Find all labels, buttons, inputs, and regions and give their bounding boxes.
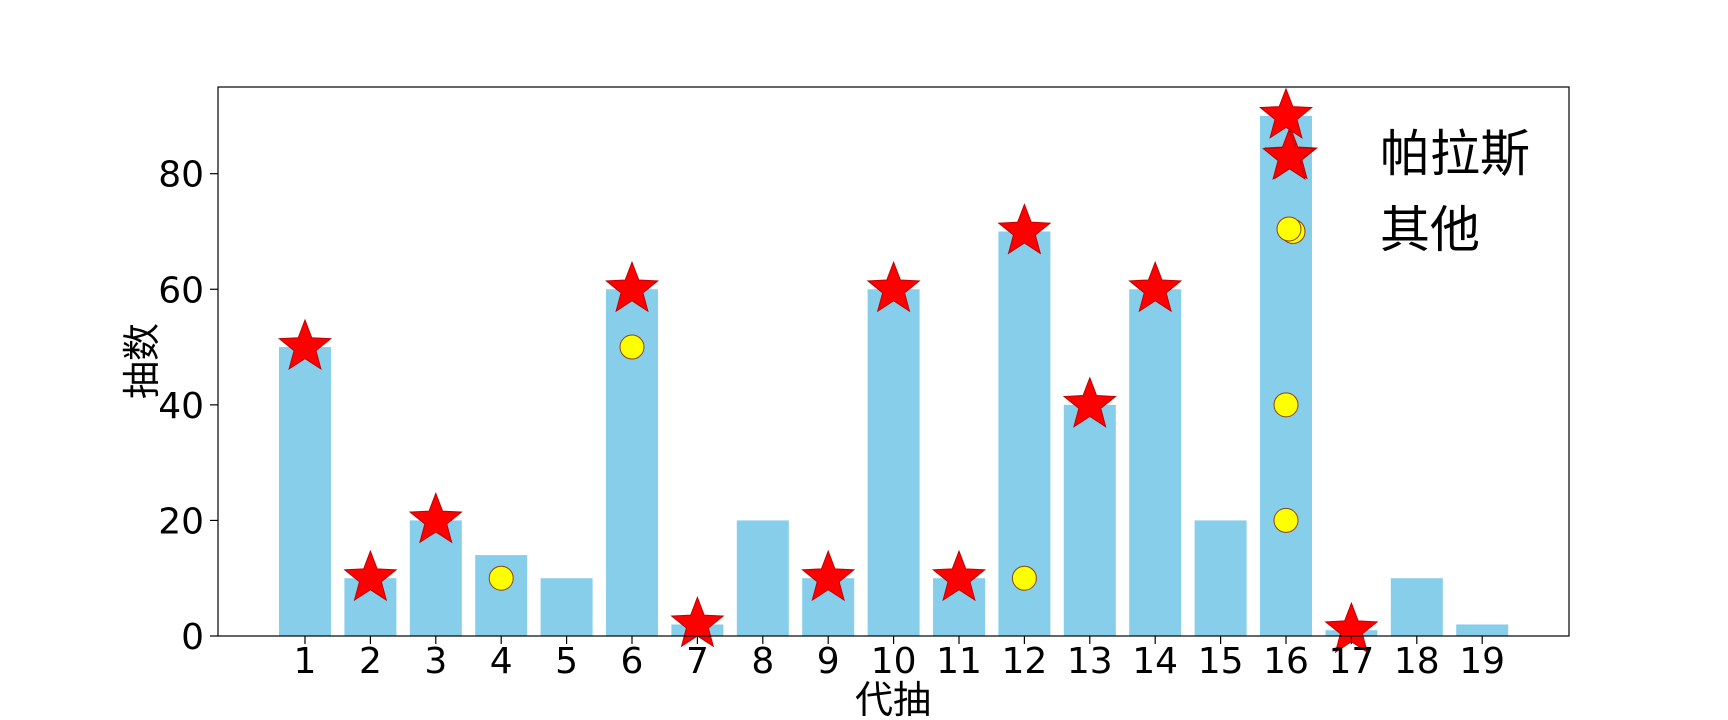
bar-19 xyxy=(1456,624,1509,636)
bars-group xyxy=(279,115,1509,637)
star-marker-11-10 xyxy=(931,549,987,602)
bar-16 xyxy=(1260,115,1312,637)
y-tick-label-40: 40 xyxy=(158,386,204,427)
x-tick-label-7: 7 xyxy=(686,641,709,682)
y-axis: 0 20 40 60 80 xyxy=(158,155,218,658)
bar-18 xyxy=(1390,578,1443,636)
x-tick-label-9: 9 xyxy=(817,641,840,682)
x-tick-label-14: 14 xyxy=(1132,641,1178,682)
circle-marker-16-40 xyxy=(1273,392,1299,418)
x-tick-label-16: 16 xyxy=(1263,641,1309,682)
y-tick-label-60: 60 xyxy=(158,270,204,311)
star-marker-9-10 xyxy=(801,549,856,602)
star-marker-6-60 xyxy=(604,260,660,313)
bar-10 xyxy=(867,289,920,636)
x-tick-label-13: 13 xyxy=(1067,641,1113,682)
x-tick-label-15: 15 xyxy=(1198,641,1244,682)
x-tick-label-19: 19 xyxy=(1459,641,1505,682)
x-tick-label-4: 4 xyxy=(490,641,513,682)
x-tick-label-3: 3 xyxy=(424,641,447,682)
circle-marker-16-20 xyxy=(1273,507,1299,533)
star-marker-12-70 xyxy=(997,203,1052,255)
bar-14 xyxy=(1129,289,1182,636)
circle-marker-4-10 xyxy=(488,565,514,591)
x-tick-label-11: 11 xyxy=(936,641,982,682)
bar-13 xyxy=(1063,404,1116,636)
bar-1 xyxy=(279,347,331,636)
y-tick-label-20: 20 xyxy=(158,501,204,542)
x-axis-title: 代抽 xyxy=(855,678,931,720)
star-marker-13-40 xyxy=(1062,376,1117,428)
circle-marker-6-50 xyxy=(619,334,645,360)
x-tick-label-6: 6 xyxy=(621,641,644,682)
x-tick-label-5: 5 xyxy=(555,641,578,682)
x-tick-label-12: 12 xyxy=(1001,641,1047,682)
star-marker-14-60 xyxy=(1128,260,1183,313)
x-tick-label-18: 18 xyxy=(1394,641,1440,682)
x-tick-label-2: 2 xyxy=(359,641,382,682)
y-tick-label-80: 80 xyxy=(158,155,204,196)
bar-8 xyxy=(736,520,789,636)
bar-15 xyxy=(1194,520,1247,636)
x-tick-label-17: 17 xyxy=(1328,641,1374,682)
star-marker-2-10 xyxy=(343,549,398,602)
x-axis: 1 2 3 4 5 6 7 8 9 10 11 12 13 14 15 16 17 18 19 xyxy=(294,636,1505,682)
bar-5 xyxy=(540,578,593,636)
star-marker-1-50 xyxy=(277,318,333,371)
x-tick-label-1: 1 xyxy=(294,641,317,682)
circle-marker-12-10 xyxy=(1011,565,1037,591)
star-marker-10-60 xyxy=(866,260,921,313)
star-marker-16-90 xyxy=(1258,87,1314,139)
bar-3 xyxy=(409,520,462,636)
star-marker-3-20 xyxy=(408,492,463,544)
x-tick-label-10: 10 xyxy=(871,641,917,682)
legend-circle-icon xyxy=(1276,216,1302,242)
y-axis-title: 抽数 xyxy=(120,323,164,399)
legend-label-2: 其他 xyxy=(1380,201,1480,259)
legend-star-icon xyxy=(1261,128,1317,180)
x-tick-label-8: 8 xyxy=(751,641,774,682)
legend-label-1: 帕拉斯 xyxy=(1380,125,1530,183)
y-tick-label-0: 0 xyxy=(181,617,204,658)
